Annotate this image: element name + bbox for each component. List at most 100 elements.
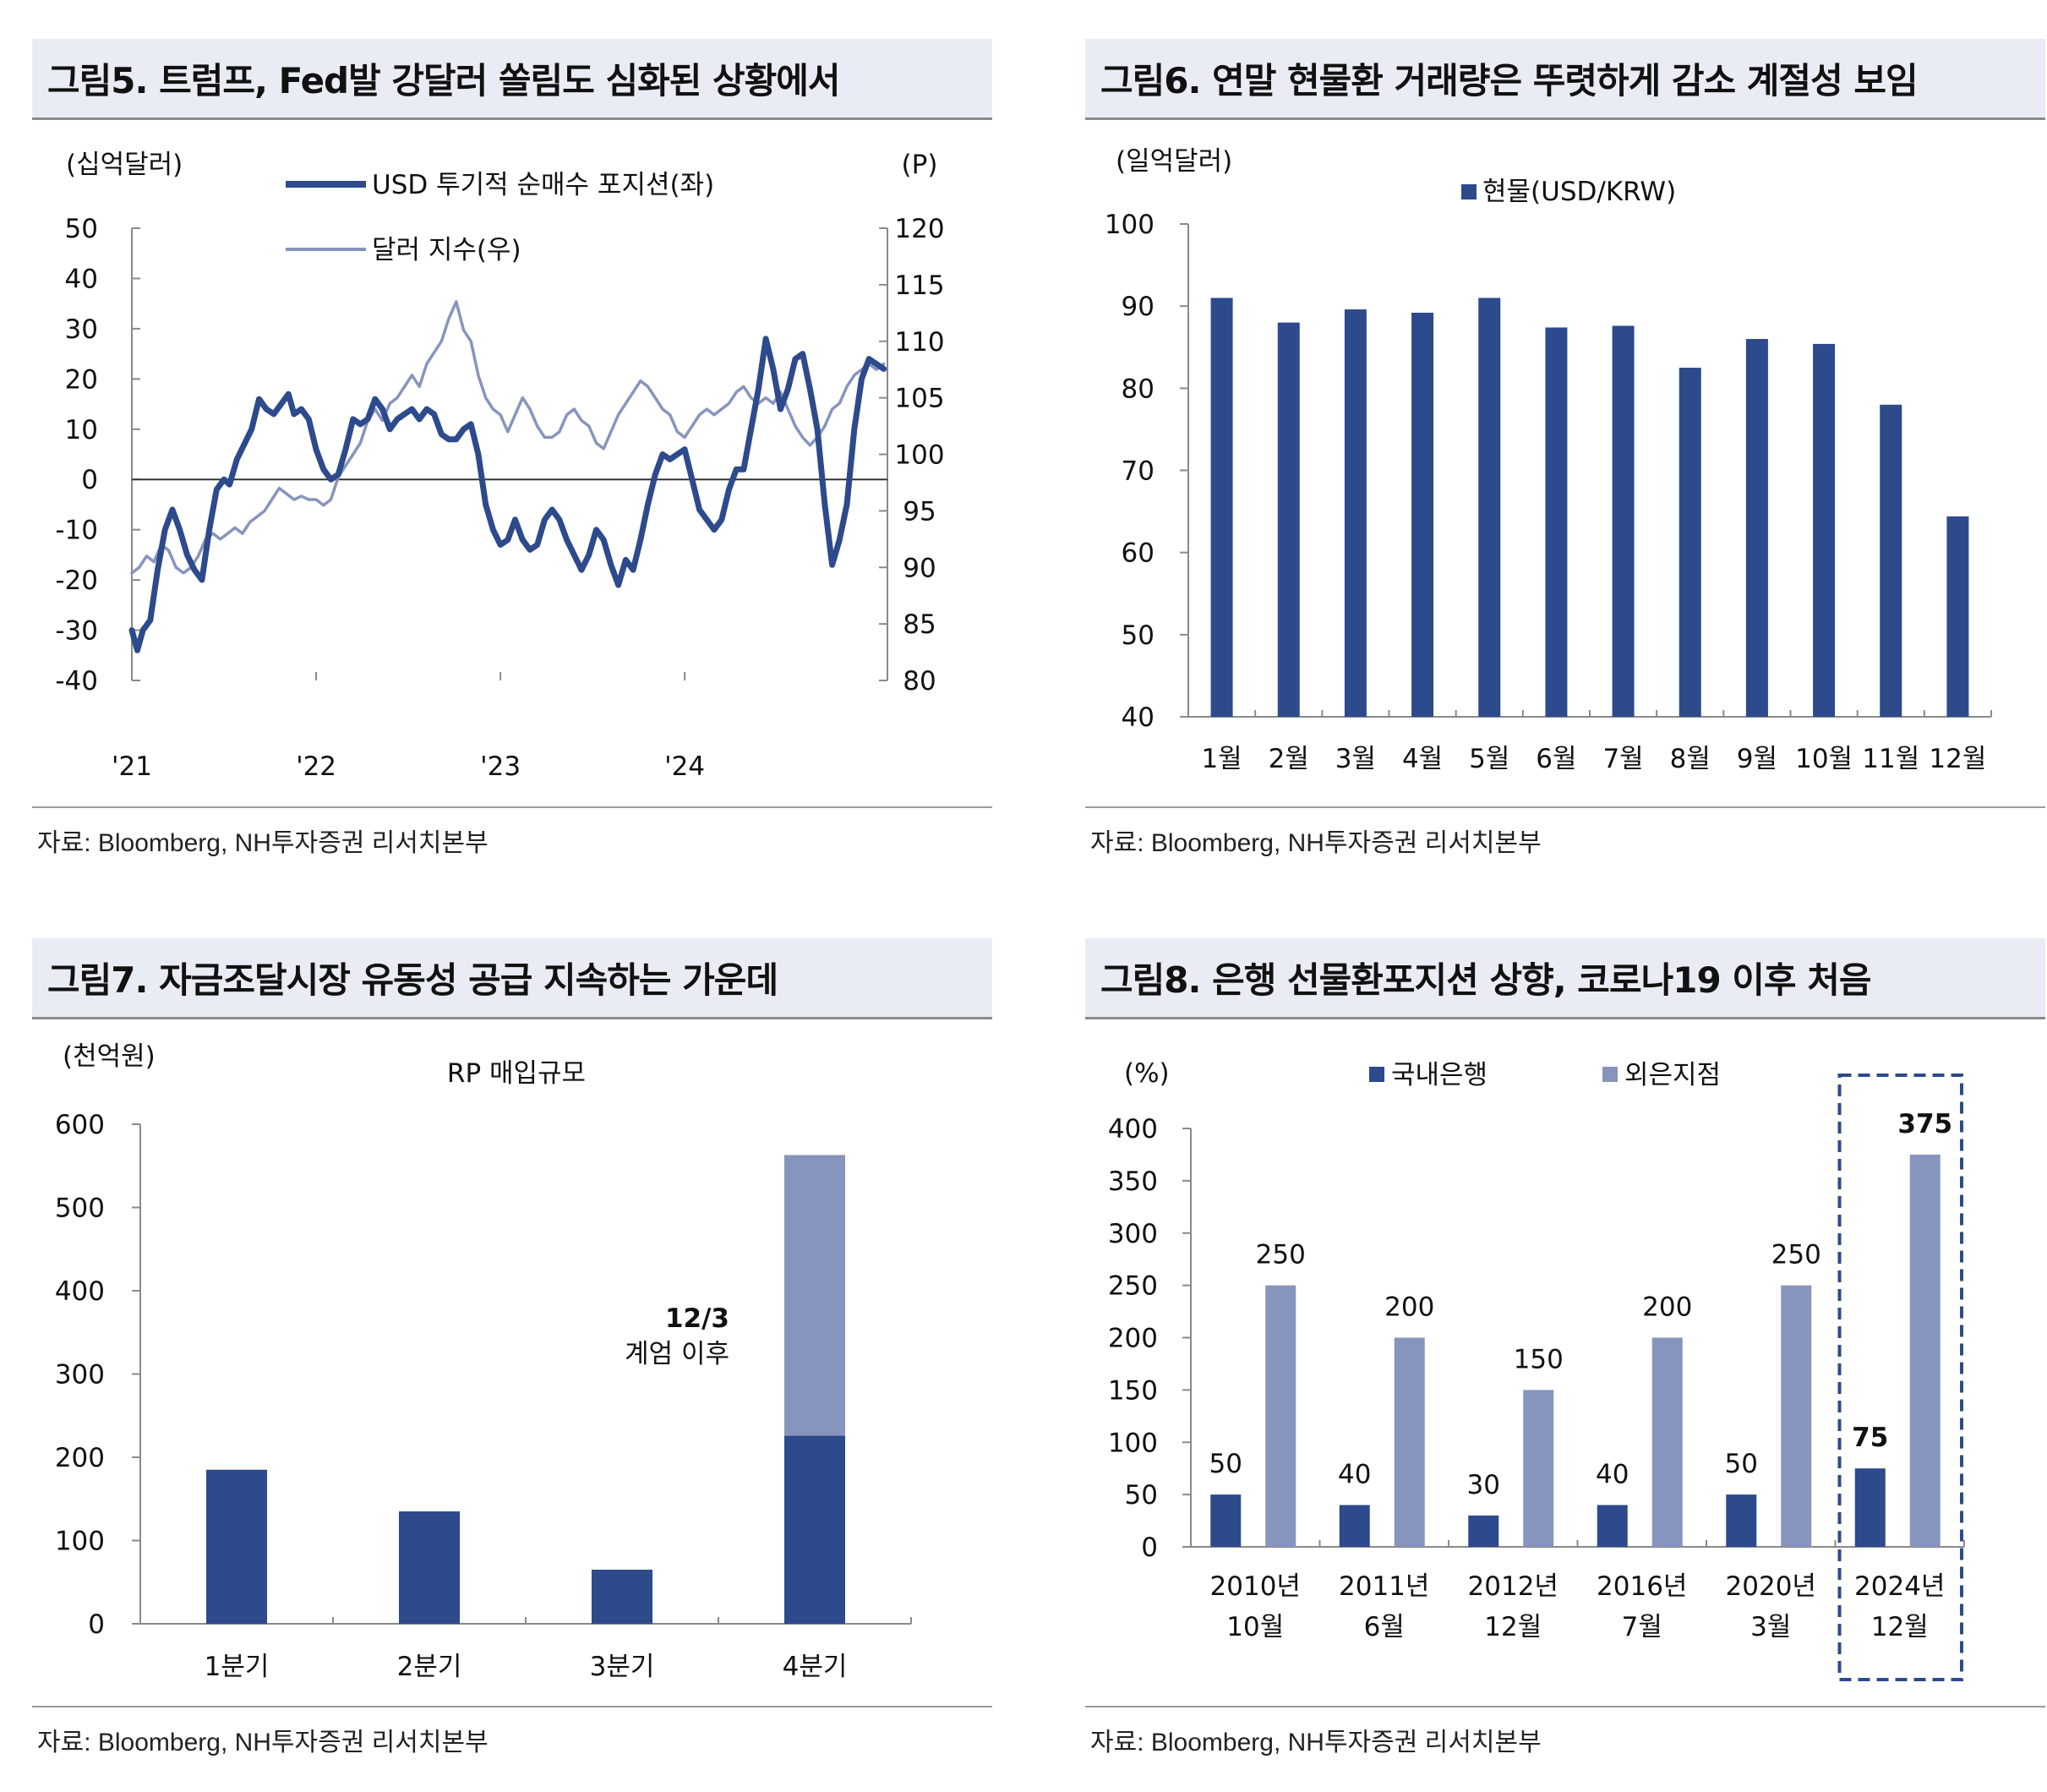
y-tick-label: 60 [1122, 538, 1155, 569]
legend-label-dollar-index: 달러 지수(우) [372, 235, 521, 265]
data-label-domestic-bank: 50 [1725, 1449, 1758, 1479]
data-label-foreign-branch: 250 [1771, 1240, 1821, 1270]
x-tick-label: 2분기 [397, 1652, 462, 1682]
left-tick-label: -40 [55, 666, 98, 697]
y-axis-unit: (천억원) [63, 1041, 156, 1072]
bar-domestic-bank [1597, 1505, 1628, 1547]
y-tick-label: 500 [55, 1194, 105, 1224]
chart-title: 그림7. 자금조달시장 유동성 공급 지속하는 가운데 [32, 938, 992, 1019]
y-tick-label: 100 [1105, 210, 1155, 240]
bar [1411, 312, 1434, 717]
highlight-box [1837, 1074, 1963, 1681]
bar [1880, 404, 1902, 717]
left-tick-label: 50 [65, 214, 98, 244]
left-tick-label: 10 [65, 415, 98, 445]
y-tick-label: 250 [1108, 1271, 1158, 1302]
x-tick-label: '22 [296, 751, 336, 782]
data-label-foreign-branch: 150 [1514, 1344, 1564, 1374]
chart-subtitle: RP 매입규모 [447, 1058, 586, 1089]
source-divider [1085, 1706, 2045, 1707]
x-tick-label-month: 7월 [1622, 1612, 1662, 1642]
left-tick-label: -30 [55, 616, 98, 647]
right-tick-label: 85 [903, 609, 936, 640]
bar-domestic-bank [1339, 1505, 1370, 1547]
chart-title: 그림5. 트럼프, Fed발 강달러 쏠림도 심화된 상황에서 [32, 39, 992, 120]
bar-foreign-branch [1523, 1390, 1554, 1547]
bar [1813, 343, 1836, 717]
chart-panel-fig7: 그림7. 자금조달시장 유동성 공급 지속하는 가운데 [32, 938, 992, 1019]
y-tick-label: 90 [1122, 292, 1155, 322]
y-tick-label: 350 [1108, 1166, 1158, 1197]
data-label-foreign-branch: 375 [1897, 1109, 1952, 1139]
x-tick-label: 3분기 [590, 1652, 655, 1682]
right-tick-label: 100 [894, 440, 944, 471]
data-label-domestic-bank: 30 [1467, 1470, 1500, 1500]
right-axis-unit: (P) [902, 150, 938, 180]
y-tick-label: 400 [1108, 1114, 1158, 1145]
bar [1344, 309, 1367, 717]
bar [1210, 298, 1233, 717]
x-tick-label-month: 12월 [1484, 1612, 1542, 1642]
bar-segment-base [399, 1511, 460, 1624]
data-label-foreign-branch: 200 [1642, 1292, 1692, 1323]
line-chart-fig5: (십억달러) (P)50403020100-10-20-30-4012011511… [55, 150, 944, 782]
y-tick-label: 0 [88, 1609, 105, 1640]
x-tick-label-month: 12월 [1871, 1612, 1929, 1642]
x-tick-label-year: 2010년 [1210, 1571, 1301, 1602]
data-label-domestic-bank: 40 [1596, 1460, 1629, 1490]
x-tick-label-year: 2012년 [1468, 1571, 1558, 1602]
bar-foreign-branch [1781, 1285, 1812, 1547]
y-tick-label: 200 [55, 1443, 105, 1473]
bar-segment-base [592, 1569, 652, 1624]
legend-label-usd-position: USD 투기적 순매수 포지션(좌) [372, 170, 714, 200]
x-tick-label: 4분기 [783, 1652, 848, 1682]
x-tick-label: 8월 [1670, 744, 1711, 774]
annotation-date: 12/3 [665, 1303, 729, 1334]
bar-domestic-bank [1468, 1515, 1499, 1547]
y-tick-label: 400 [55, 1276, 105, 1307]
x-tick-label: 9월 [1737, 744, 1777, 774]
bar [1612, 325, 1635, 717]
chart-title: 그림8. 은행 선물환포지션 상향, 코로나19 이후 처음 [1085, 938, 2045, 1019]
right-tick-label: 105 [894, 384, 944, 414]
x-tick-label: 1월 [1201, 744, 1242, 774]
bar-segment-base [206, 1469, 267, 1624]
left-tick-label: -20 [55, 565, 98, 596]
x-tick-label-month: 6월 [1364, 1612, 1405, 1642]
x-tick-label-year: 2024년 [1854, 1571, 1945, 1602]
y-tick-label: 200 [1108, 1324, 1158, 1354]
x-tick-label: '23 [480, 751, 521, 782]
grouped-bar-chart-fig8: (%) 400 350 300 250 200 150 100 50 0 50 250 2010년 10월… [1108, 1058, 1965, 1681]
y-tick-label: 100 [55, 1527, 105, 1557]
chart-panel-fig5: 그림5. 트럼프, Fed발 강달러 쏠림도 심화된 상황에서 [32, 39, 992, 120]
left-tick-label: 30 [65, 314, 98, 345]
bar [1545, 327, 1568, 717]
y-tick-label: 0 [1141, 1532, 1158, 1563]
x-tick-label: 12월 [1929, 744, 1986, 774]
x-tick-label-year: 2011년 [1339, 1571, 1429, 1602]
source-divider [32, 806, 992, 808]
bar [1679, 368, 1701, 717]
x-tick-label-year: 2020년 [1726, 1571, 1816, 1602]
data-label-domestic-bank: 40 [1338, 1460, 1371, 1490]
x-tick-label: 7월 [1602, 744, 1643, 774]
y-axis-unit: (%) [1124, 1058, 1170, 1089]
y-tick-label: 80 [1122, 374, 1155, 404]
bar-foreign-branch [1265, 1285, 1296, 1547]
x-tick-label: 4월 [1402, 744, 1443, 774]
bar-segment-after-martial-law [784, 1155, 845, 1436]
x-tick-label: 6월 [1536, 744, 1576, 774]
x-tick-label: 5월 [1469, 744, 1509, 774]
right-tick-label: 80 [903, 666, 936, 697]
x-tick-label: 10월 [1795, 744, 1853, 774]
x-tick-label: '21 [112, 751, 152, 782]
bar-domestic-bank [1854, 1468, 1886, 1547]
bar-domestic-bank [1726, 1494, 1757, 1547]
y-tick-label: 150 [1108, 1375, 1158, 1406]
bar-segment-base [784, 1435, 845, 1624]
x-tick-label: 3월 [1335, 744, 1376, 774]
data-label-domestic-bank: 50 [1209, 1449, 1242, 1479]
y-axis-unit: (일억달러) [1116, 146, 1232, 177]
data-label-foreign-branch: 250 [1256, 1240, 1306, 1270]
x-tick-label-month: 3월 [1750, 1612, 1791, 1642]
